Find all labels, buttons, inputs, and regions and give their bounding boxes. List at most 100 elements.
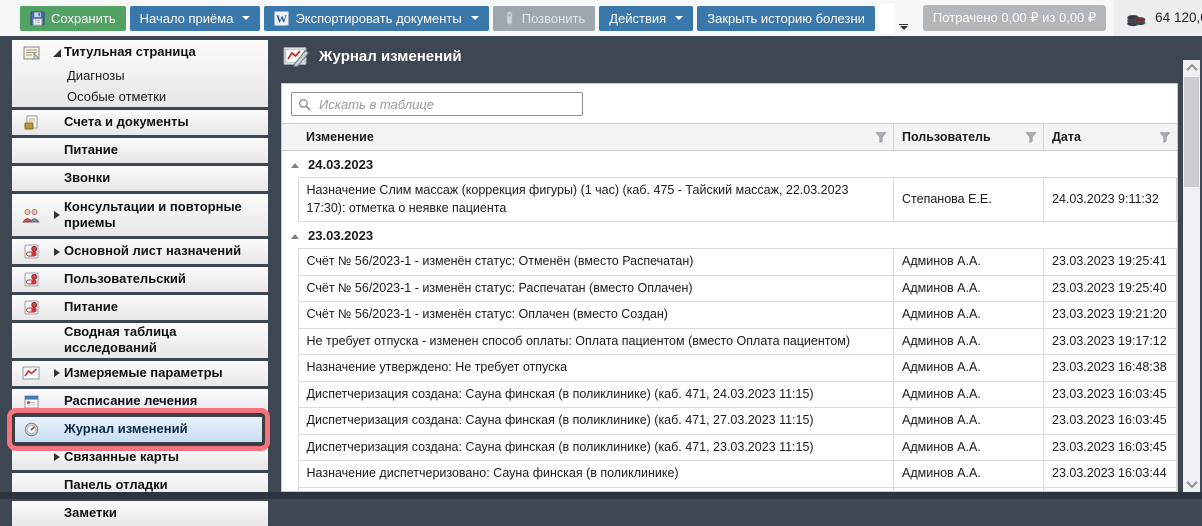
sidebar-subitem[interactable]: Диагнозы bbox=[67, 68, 125, 83]
cell-change: Счёт № 56/2023-1 - изменён статус: Распе… bbox=[297, 274, 894, 302]
cell-user: Админов А.А. bbox=[893, 407, 1044, 435]
table-row[interactable]: Назначение утверждено: Сауна финская (в … bbox=[282, 486, 1177, 491]
column-header-date[interactable]: Дата bbox=[1043, 123, 1177, 151]
sidebar-item[interactable]: Измеряемые параметры bbox=[12, 360, 268, 386]
scrollbar-thumb[interactable] bbox=[1184, 77, 1199, 187]
collapsed-triangle-icon bbox=[50, 247, 64, 256]
sidebar-item-label: Панель отладки bbox=[64, 476, 168, 492]
cell-user: Админов А.А. bbox=[893, 327, 1044, 355]
table-row[interactable]: Счёт № 56/2023-1 - изменён статус: Отмен… bbox=[282, 248, 1177, 276]
main-area: Журнал изменений Изменение Пользователь bbox=[281, 40, 1178, 492]
sidebar-item[interactable]: Пользовательский bbox=[12, 267, 268, 292]
start-reception-label: Начало приёма bbox=[139, 10, 234, 26]
sidebar-item-label: Питание bbox=[64, 299, 119, 315]
actions-button[interactable]: Действия bbox=[599, 5, 694, 31]
chevron-down-icon bbox=[899, 26, 908, 30]
row-gutter bbox=[282, 487, 298, 491]
table-row[interactable]: Диспетчеризация создана: Сауна финская (… bbox=[282, 433, 1177, 461]
cell-change: Назначение утверждено: Не требует отпуск… bbox=[297, 354, 894, 382]
search-row bbox=[282, 84, 1177, 123]
sidebar-item[interactable]: Связанные карты bbox=[12, 444, 268, 470]
sidebar-item-label: Связанные карты bbox=[64, 448, 179, 464]
sidebar-item[interactable]: Питание bbox=[12, 138, 268, 163]
toolbar-overflow-button[interactable] bbox=[897, 6, 911, 30]
row-gutter bbox=[282, 177, 298, 222]
table-row[interactable]: Назначение диспетчеризовано: Сауна финск… bbox=[282, 460, 1177, 488]
cell-date: 23.03.2023 16:03:45 bbox=[1043, 407, 1177, 435]
cell-date: 23.03.2023 16:48:38 bbox=[1043, 354, 1177, 382]
vertical-scrollbar[interactable] bbox=[1183, 60, 1200, 492]
cell-date: 23.03.2023 16:03:45 bbox=[1043, 433, 1177, 461]
sidebar-item[interactable]: Питание bbox=[12, 295, 268, 320]
search-input[interactable] bbox=[317, 95, 576, 113]
filter-icon[interactable] bbox=[1025, 131, 1037, 143]
save-button[interactable]: Сохранить bbox=[20, 5, 126, 31]
page-icon bbox=[12, 46, 50, 60]
sidebar-item[interactable]: Титульная страница Диагнозы Особые отметки bbox=[12, 40, 268, 107]
row-gutter bbox=[282, 460, 298, 487]
collapse-triangle-icon[interactable] bbox=[291, 234, 299, 239]
table-row[interactable]: Диспетчеризация создана: Сауна финская (… bbox=[282, 407, 1177, 435]
svg-text:W: W bbox=[276, 13, 287, 25]
sidebar-item-label: Питание bbox=[64, 142, 119, 158]
sidebar-item[interactable]: Звонки bbox=[12, 166, 268, 191]
row-gutter bbox=[282, 407, 298, 434]
table-row[interactable]: Назначение Слим массаж (коррекция фигуры… bbox=[282, 177, 1177, 222]
phone-icon bbox=[503, 11, 516, 25]
sidebar-item[interactable]: Заметки bbox=[12, 500, 268, 526]
column-header-user[interactable]: Пользователь bbox=[893, 123, 1044, 151]
table-row[interactable]: Диспетчеризация создана: Сауна финская (… bbox=[282, 380, 1177, 408]
scroll-up-button[interactable] bbox=[1183, 60, 1200, 76]
start-reception-button[interactable]: Начало приёма bbox=[129, 5, 261, 31]
cell-change: Диспетчеризация создана: Сауна финская (… bbox=[297, 433, 894, 461]
table-row[interactable]: Счёт № 56/2023-1 - изменён статус: Оплач… bbox=[282, 301, 1177, 329]
chart-edit-icon bbox=[283, 46, 310, 67]
toolbar-right: Потрачено 0,00 ₽ из 0,00 ₽ 64 120,00 ₽ bbox=[878, 0, 1202, 36]
collapse-triangle-icon[interactable] bbox=[291, 163, 299, 168]
sidebar-item-label: Заметки bbox=[64, 504, 117, 520]
search-box[interactable] bbox=[291, 92, 583, 116]
table-row[interactable]: Не требует отпуска - изменен способ опла… bbox=[282, 327, 1177, 355]
toolbar-separator bbox=[878, 3, 895, 33]
cell-date: 23.03.2023 19:21:20 bbox=[1043, 301, 1177, 329]
save-icon bbox=[30, 10, 45, 26]
sidebar-item[interactable]: Основной лист назначений bbox=[12, 239, 268, 264]
sidebar-item[interactable]: Журнал изменений bbox=[7, 407, 270, 451]
table-group-row[interactable]: 23.03.2023 bbox=[282, 221, 1177, 249]
column-header-change[interactable]: Изменение bbox=[298, 123, 894, 151]
spent-amount-badge: Потрачено 0,00 ₽ из 0,00 ₽ bbox=[922, 5, 1107, 31]
export-documents-button[interactable]: W Экспортировать документы bbox=[264, 5, 489, 31]
row-gutter bbox=[282, 328, 298, 355]
row-gutter bbox=[282, 275, 298, 302]
filter-icon[interactable] bbox=[1159, 131, 1171, 143]
cell-date: 23.03.2023 16:03:45 bbox=[1043, 380, 1177, 408]
sidebar-item-label: Расписание лечения bbox=[64, 392, 198, 408]
clock-icon bbox=[12, 422, 50, 437]
group-date-label: 24.03.2023 bbox=[308, 157, 374, 172]
cell-date: 23.03.2023 16:02:50 bbox=[1043, 486, 1177, 491]
cell-user: Степанова Е.Е. bbox=[893, 177, 1044, 222]
calendar-icon bbox=[12, 394, 50, 409]
cell-user: Админов А.А. bbox=[893, 433, 1044, 461]
cell-change: Не требует отпуска - изменен способ опла… bbox=[297, 327, 894, 355]
sidebar-item[interactable]: Счета и документы bbox=[12, 110, 268, 135]
table-row[interactable]: Назначение утверждено: Не требует отпуск… bbox=[282, 354, 1177, 382]
filter-icon[interactable] bbox=[875, 131, 887, 143]
sidebar-item[interactable]: Расписание лечения bbox=[12, 388, 268, 414]
table-row[interactable]: Счёт № 56/2023-1 - изменён статус: Распе… bbox=[282, 274, 1177, 302]
pills-icon bbox=[12, 272, 50, 287]
search-icon bbox=[298, 98, 311, 111]
table-body: 24.03.2023 Назначение Слим массаж (корре… bbox=[282, 150, 1177, 491]
collapsed-triangle-icon bbox=[50, 369, 64, 377]
window-bottom-edge bbox=[0, 492, 1202, 499]
scroll-down-button[interactable] bbox=[1183, 476, 1200, 492]
row-gutter bbox=[282, 354, 298, 381]
cell-date: 23.03.2023 19:25:41 bbox=[1043, 248, 1177, 276]
cell-change: Диспетчеризация создана: Сауна финская (… bbox=[297, 380, 894, 408]
table-group-row[interactable]: 24.03.2023 bbox=[282, 150, 1177, 178]
sidebar-item[interactable]: Сводная таблица исследований bbox=[12, 323, 268, 358]
close-history-button[interactable]: Закрыть историю болезни bbox=[697, 5, 875, 31]
sidebar-item[interactable]: Консультации и повторные приемы bbox=[12, 194, 268, 236]
sidebar-subitem[interactable]: Особые отметки bbox=[67, 89, 167, 104]
actions-label: Действия bbox=[609, 10, 667, 26]
